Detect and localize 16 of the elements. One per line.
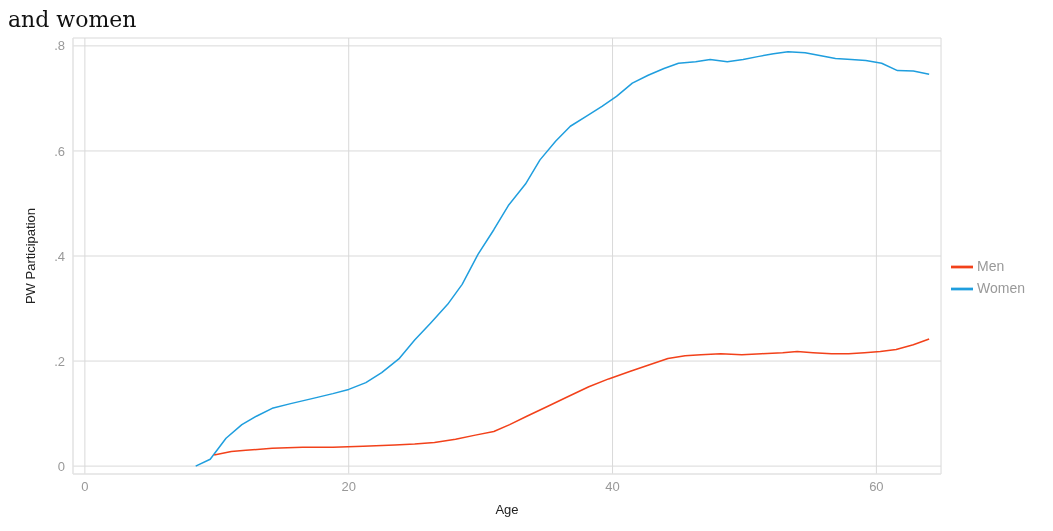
y-tick-label: .8: [54, 38, 65, 54]
x-tick-label: 60: [869, 479, 884, 495]
legend-label: Men: [977, 257, 1005, 274]
y-axis-title: PW Participation: [22, 207, 38, 305]
y-tick-label: 0: [57, 458, 65, 474]
x-tick-label: 0: [81, 479, 89, 495]
line-series: [213, 338, 930, 456]
y-tick-label: .4: [54, 248, 65, 264]
x-axis-title: Age: [495, 502, 519, 517]
x-tick-label: 20: [341, 479, 356, 495]
y-tick-label: .2: [54, 353, 65, 369]
legend-label: Women: [977, 279, 1025, 296]
x-tick-label: 40: [605, 479, 620, 495]
chart-title: and women: [8, 7, 138, 32]
line-series: [194, 50, 930, 467]
y-tick-label: .6: [54, 143, 65, 159]
